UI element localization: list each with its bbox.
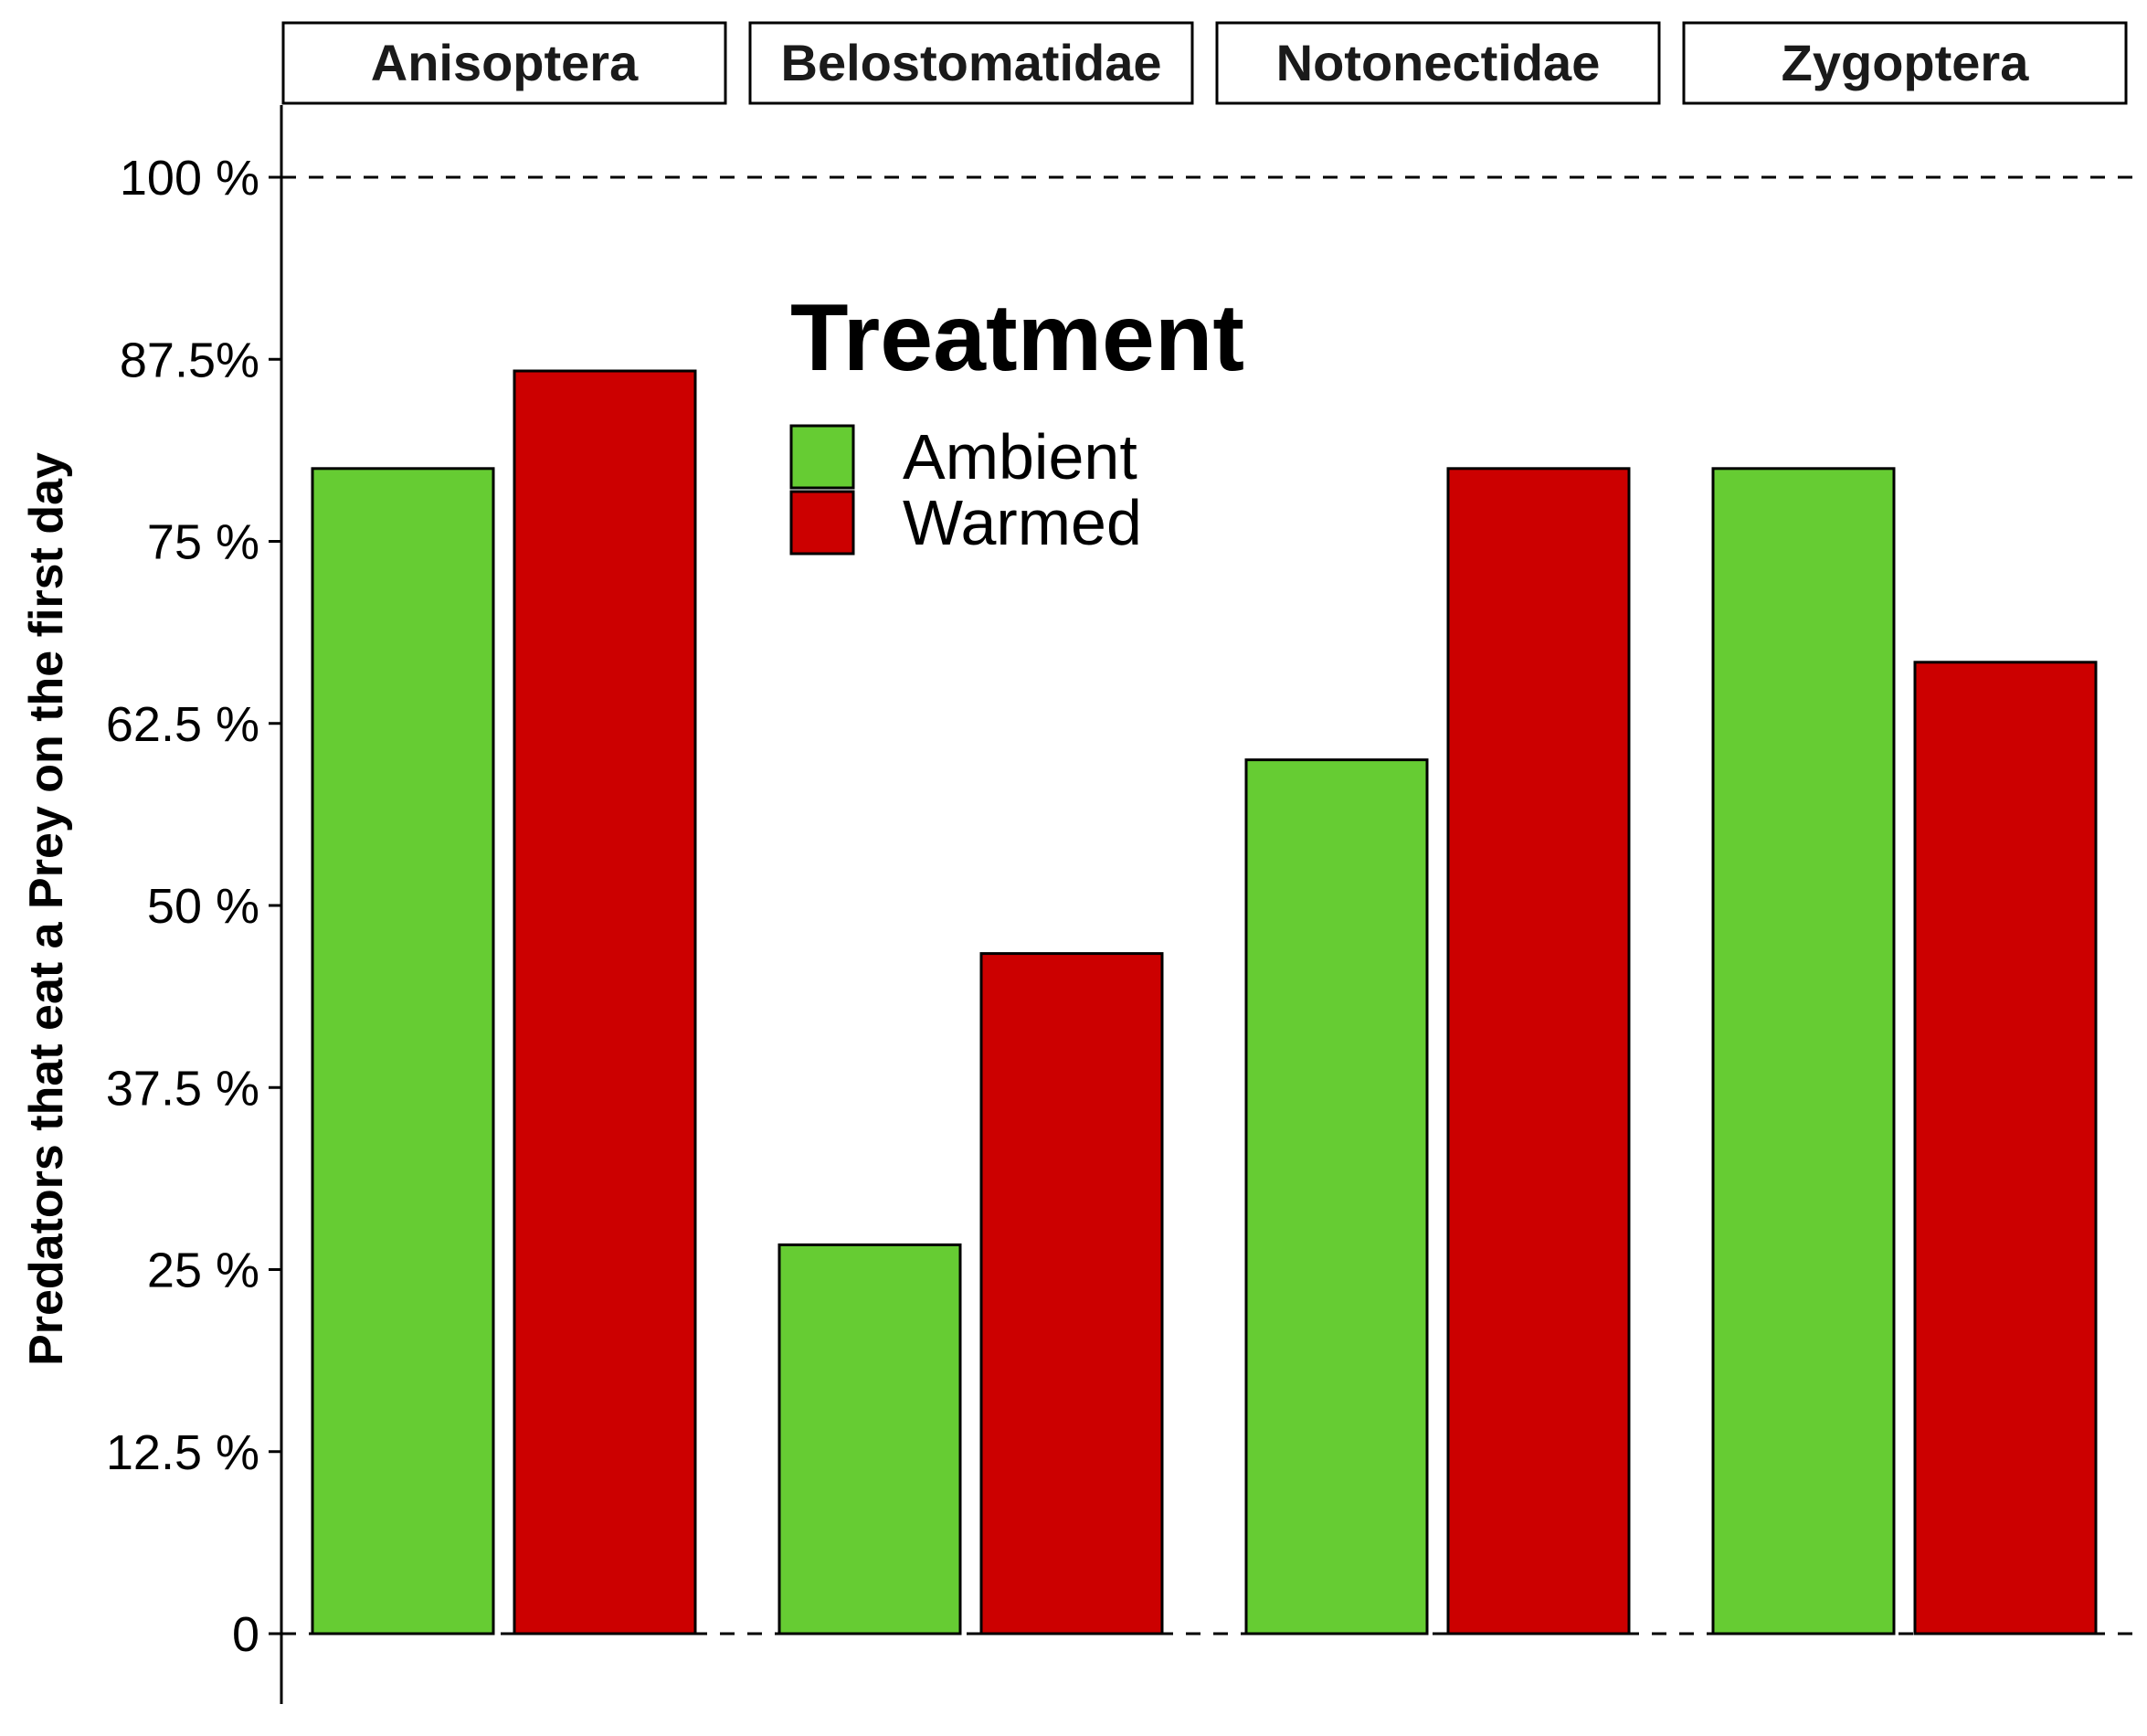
legend-key-warmed	[789, 490, 855, 556]
legend-title: Treatment	[790, 285, 1244, 391]
strip-label-anisoptera: Anisoptera	[371, 34, 639, 91]
strip-label-zygoptera: Zygoptera	[1782, 34, 2030, 91]
strip-box-belostomatidae	[748, 21, 1194, 105]
bar-anisoptera-warmed	[513, 369, 697, 1635]
bar-belostomatidae-warmed	[979, 952, 1164, 1635]
strip-label-belostomatidae: Belostomatidae	[781, 34, 1162, 91]
strip-box-anisoptera	[281, 21, 727, 105]
bar-zygoptera-ambient	[1711, 467, 1896, 1635]
bar-belostomatidae-ambient	[777, 1243, 962, 1635]
y-axis: 0 12.5 % 25 % 37.5 % 50 % 62.5 % 75 % 87.5% 100 …	[20, 105, 283, 1704]
y-tick-label: 25 %	[147, 1244, 259, 1298]
legend-label-ambient: Ambient	[903, 421, 1137, 492]
strip-label-notonectidae: Notonectidae	[1276, 34, 1601, 91]
y-tick-label: 12.5 %	[106, 1425, 259, 1480]
strip-box-zygoptera	[1682, 21, 2128, 105]
bars	[311, 369, 2098, 1635]
facet-strips: Anisoptera Belostomatidae Notonectidae Zygo…	[281, 21, 2128, 105]
y-tick-label: 0	[232, 1607, 259, 1662]
strip-box-notonectidae	[1215, 21, 1661, 105]
bar-notonectidae-warmed	[1446, 467, 1631, 1635]
y-tick-label: 50 %	[147, 879, 259, 934]
legend-key-ambient	[789, 424, 855, 490]
legend-label-warmed: Warmed	[903, 487, 1142, 558]
y-tick-label: 75 %	[147, 515, 259, 570]
y-tick-label: 37.5 %	[106, 1061, 259, 1116]
y-axis-title: Predators that eat a Prey on the first d…	[20, 452, 73, 1366]
bar-zygoptera-warmed	[1913, 661, 2098, 1635]
bar-anisoptera-ambient	[311, 467, 495, 1635]
y-tick-label: 100 %	[120, 151, 259, 206]
y-tick-label: 62.5 %	[106, 697, 259, 752]
y-tick-label: 87.5%	[120, 333, 259, 387]
bar-notonectidae-ambient	[1244, 758, 1429, 1635]
